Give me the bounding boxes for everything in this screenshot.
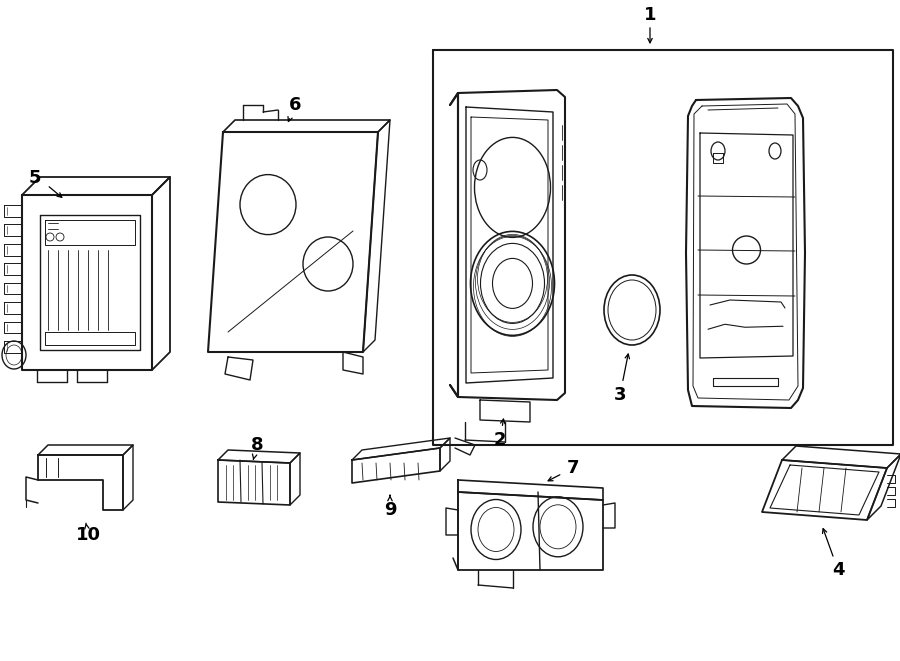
Text: 5: 5 xyxy=(29,169,41,187)
Text: 6: 6 xyxy=(289,96,302,114)
Text: 8: 8 xyxy=(251,436,264,454)
Text: 3: 3 xyxy=(614,386,626,404)
Text: 7: 7 xyxy=(567,459,580,477)
Text: 10: 10 xyxy=(76,526,101,544)
Text: 1: 1 xyxy=(644,6,656,24)
Text: 2: 2 xyxy=(494,431,506,449)
Text: 9: 9 xyxy=(383,501,396,519)
Text: 4: 4 xyxy=(832,561,844,579)
